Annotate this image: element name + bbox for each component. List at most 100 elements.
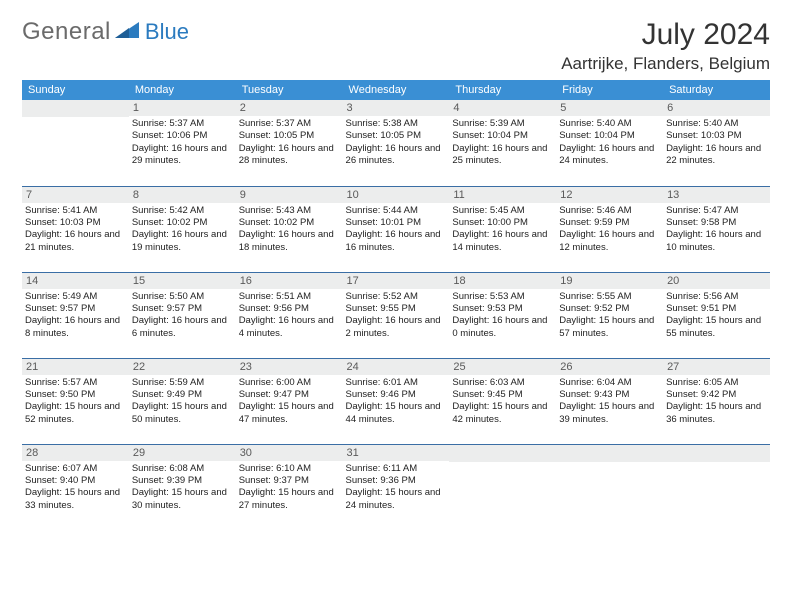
sunset-text: Sunset: 9:45 PM xyxy=(452,389,553,401)
day-details: Sunrise: 6:05 AMSunset: 9:42 PMDaylight:… xyxy=(663,375,770,429)
sunrise-text: Sunrise: 6:07 AM xyxy=(25,463,126,475)
calendar-cell: 22Sunrise: 5:59 AMSunset: 9:49 PMDayligh… xyxy=(129,358,236,444)
day-number: 11 xyxy=(449,187,556,203)
daylight-text: Daylight: 16 hours and 26 minutes. xyxy=(346,143,447,168)
day-number: 29 xyxy=(129,445,236,461)
day-details: Sunrise: 6:03 AMSunset: 9:45 PMDaylight:… xyxy=(449,375,556,429)
header: General Blue July 2024 Aartrijke, Flande… xyxy=(22,18,770,74)
weekday-header: Thursday xyxy=(449,80,556,100)
day-number: 2 xyxy=(236,100,343,116)
calendar-cell: 28Sunrise: 6:07 AMSunset: 9:40 PMDayligh… xyxy=(22,444,129,530)
sunset-text: Sunset: 10:01 PM xyxy=(346,217,447,229)
sunset-text: Sunset: 9:43 PM xyxy=(559,389,660,401)
daylight-text: Daylight: 16 hours and 0 minutes. xyxy=(452,315,553,340)
daylight-text: Daylight: 15 hours and 39 minutes. xyxy=(559,401,660,426)
calendar-cell: 21Sunrise: 5:57 AMSunset: 9:50 PMDayligh… xyxy=(22,358,129,444)
day-number: 28 xyxy=(22,445,129,461)
calendar-cell xyxy=(22,100,129,186)
calendar-cell: 6Sunrise: 5:40 AMSunset: 10:03 PMDayligh… xyxy=(663,100,770,186)
daylight-text: Daylight: 16 hours and 24 minutes. xyxy=(559,143,660,168)
sunset-text: Sunset: 9:40 PM xyxy=(25,475,126,487)
day-number: 31 xyxy=(343,445,450,461)
brand-text-1: General xyxy=(22,18,111,46)
calendar-cell: 7Sunrise: 5:41 AMSunset: 10:03 PMDayligh… xyxy=(22,186,129,272)
sunset-text: Sunset: 9:37 PM xyxy=(239,475,340,487)
daylight-text: Daylight: 16 hours and 2 minutes. xyxy=(346,315,447,340)
daylight-text: Daylight: 15 hours and 55 minutes. xyxy=(666,315,767,340)
calendar-cell: 18Sunrise: 5:53 AMSunset: 9:53 PMDayligh… xyxy=(449,272,556,358)
sunset-text: Sunset: 10:04 PM xyxy=(559,130,660,142)
sunset-text: Sunset: 9:49 PM xyxy=(132,389,233,401)
sunset-text: Sunset: 9:53 PM xyxy=(452,303,553,315)
day-number: 15 xyxy=(129,273,236,289)
sunrise-text: Sunrise: 5:41 AM xyxy=(25,205,126,217)
day-details: Sunrise: 6:01 AMSunset: 9:46 PMDaylight:… xyxy=(343,375,450,429)
day-details: Sunrise: 6:07 AMSunset: 9:40 PMDaylight:… xyxy=(22,461,129,515)
calendar-cell: 25Sunrise: 6:03 AMSunset: 9:45 PMDayligh… xyxy=(449,358,556,444)
day-details: Sunrise: 5:57 AMSunset: 9:50 PMDaylight:… xyxy=(22,375,129,429)
calendar-cell: 17Sunrise: 5:52 AMSunset: 9:55 PMDayligh… xyxy=(343,272,450,358)
sunset-text: Sunset: 9:59 PM xyxy=(559,217,660,229)
day-number: 23 xyxy=(236,359,343,375)
sunset-text: Sunset: 10:02 PM xyxy=(239,217,340,229)
day-number: 8 xyxy=(129,187,236,203)
sunrise-text: Sunrise: 6:05 AM xyxy=(666,377,767,389)
daylight-text: Daylight: 16 hours and 25 minutes. xyxy=(452,143,553,168)
day-number: 3 xyxy=(343,100,450,116)
day-details: Sunrise: 5:37 AMSunset: 10:06 PMDaylight… xyxy=(129,116,236,170)
daylight-text: Daylight: 16 hours and 22 minutes. xyxy=(666,143,767,168)
sunset-text: Sunset: 9:47 PM xyxy=(239,389,340,401)
sunrise-text: Sunrise: 6:08 AM xyxy=(132,463,233,475)
day-number xyxy=(449,445,556,462)
day-number: 6 xyxy=(663,100,770,116)
calendar-row: 14Sunrise: 5:49 AMSunset: 9:57 PMDayligh… xyxy=(22,272,770,358)
calendar-table: SundayMondayTuesdayWednesdayThursdayFrid… xyxy=(22,80,770,530)
daylight-text: Daylight: 16 hours and 14 minutes. xyxy=(452,229,553,254)
day-details: Sunrise: 5:45 AMSunset: 10:00 PMDaylight… xyxy=(449,203,556,257)
calendar-cell: 24Sunrise: 6:01 AMSunset: 9:46 PMDayligh… xyxy=(343,358,450,444)
calendar-cell xyxy=(449,444,556,530)
day-number: 19 xyxy=(556,273,663,289)
sunset-text: Sunset: 9:58 PM xyxy=(666,217,767,229)
daylight-text: Daylight: 15 hours and 50 minutes. xyxy=(132,401,233,426)
calendar-cell xyxy=(556,444,663,530)
sunrise-text: Sunrise: 5:50 AM xyxy=(132,291,233,303)
daylight-text: Daylight: 15 hours and 36 minutes. xyxy=(666,401,767,426)
day-number: 1 xyxy=(129,100,236,116)
sunrise-text: Sunrise: 6:10 AM xyxy=(239,463,340,475)
day-number: 24 xyxy=(343,359,450,375)
day-details: Sunrise: 5:52 AMSunset: 9:55 PMDaylight:… xyxy=(343,289,450,343)
calendar-cell: 1Sunrise: 5:37 AMSunset: 10:06 PMDayligh… xyxy=(129,100,236,186)
day-number: 18 xyxy=(449,273,556,289)
weekday-header: Friday xyxy=(556,80,663,100)
day-details: Sunrise: 5:40 AMSunset: 10:03 PMDaylight… xyxy=(663,116,770,170)
calendar-cell: 29Sunrise: 6:08 AMSunset: 9:39 PMDayligh… xyxy=(129,444,236,530)
sunset-text: Sunset: 10:05 PM xyxy=(346,130,447,142)
daylight-text: Daylight: 15 hours and 24 minutes. xyxy=(346,487,447,512)
sunset-text: Sunset: 9:36 PM xyxy=(346,475,447,487)
day-details: Sunrise: 5:37 AMSunset: 10:05 PMDaylight… xyxy=(236,116,343,170)
calendar-cell: 10Sunrise: 5:44 AMSunset: 10:01 PMDaylig… xyxy=(343,186,450,272)
day-number: 30 xyxy=(236,445,343,461)
month-title: July 2024 xyxy=(561,18,770,52)
brand-triangle-icon xyxy=(115,20,141,45)
sunrise-text: Sunrise: 5:55 AM xyxy=(559,291,660,303)
sunrise-text: Sunrise: 5:44 AM xyxy=(346,205,447,217)
sunrise-text: Sunrise: 6:11 AM xyxy=(346,463,447,475)
day-details: Sunrise: 6:10 AMSunset: 9:37 PMDaylight:… xyxy=(236,461,343,515)
day-details: Sunrise: 5:41 AMSunset: 10:03 PMDaylight… xyxy=(22,203,129,257)
day-details: Sunrise: 5:50 AMSunset: 9:57 PMDaylight:… xyxy=(129,289,236,343)
sunrise-text: Sunrise: 5:40 AM xyxy=(559,118,660,130)
calendar-cell: 13Sunrise: 5:47 AMSunset: 9:58 PMDayligh… xyxy=(663,186,770,272)
day-number: 7 xyxy=(22,187,129,203)
brand-logo: General Blue xyxy=(22,18,189,46)
daylight-text: Daylight: 15 hours and 47 minutes. xyxy=(239,401,340,426)
day-details: Sunrise: 5:59 AMSunset: 9:49 PMDaylight:… xyxy=(129,375,236,429)
day-number: 22 xyxy=(129,359,236,375)
sunset-text: Sunset: 9:55 PM xyxy=(346,303,447,315)
sunset-text: Sunset: 9:57 PM xyxy=(25,303,126,315)
weekday-header: Tuesday xyxy=(236,80,343,100)
day-number: 20 xyxy=(663,273,770,289)
daylight-text: Daylight: 16 hours and 8 minutes. xyxy=(25,315,126,340)
calendar-cell: 15Sunrise: 5:50 AMSunset: 9:57 PMDayligh… xyxy=(129,272,236,358)
